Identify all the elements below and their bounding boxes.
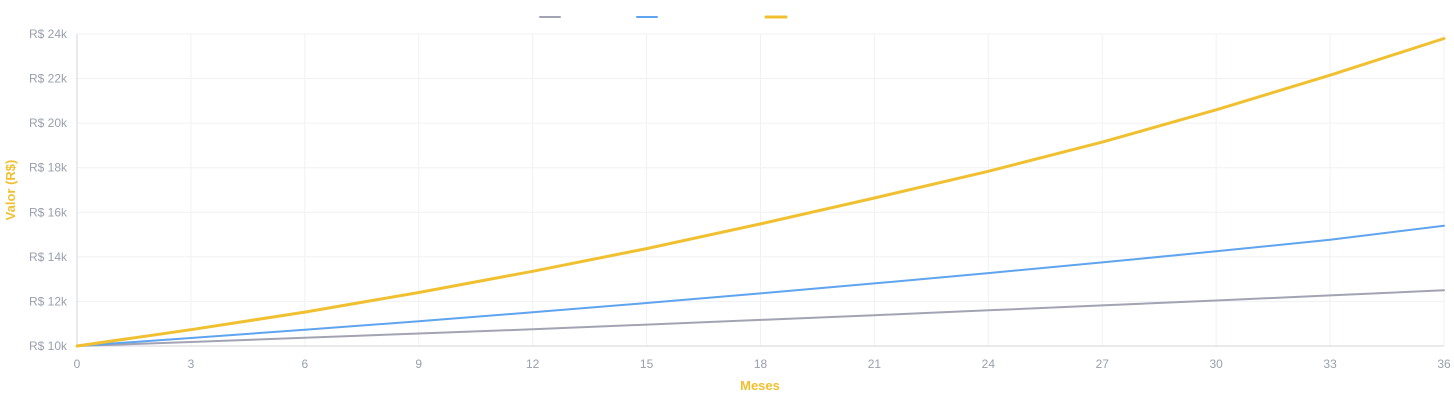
- series-line-1: [76, 289, 1445, 347]
- y-tick-label: R$ 14k: [29, 250, 68, 264]
- y-tick-label: R$ 18k: [29, 161, 68, 175]
- y-tick-label: R$ 20k: [29, 116, 68, 130]
- x-tick-label: 9: [415, 357, 422, 371]
- x-tick-labels: 0 3 6 9 12 15 18 21 24 27 30 33 36: [74, 357, 1451, 371]
- x-tick-label: 33: [1323, 357, 1337, 371]
- x-tick-label: 3: [188, 357, 195, 371]
- x-tick-label: 24: [982, 357, 996, 371]
- series-line-2: [76, 224, 1445, 347]
- x-tick-label: 30: [1209, 357, 1223, 371]
- x-tick-label: 18: [754, 357, 768, 371]
- series-lines: [75, 37, 1446, 348]
- x-tick-label: 15: [640, 357, 654, 371]
- y-axis-title: Valor (R$): [3, 160, 18, 221]
- x-tick-label: 0: [74, 357, 81, 371]
- x-tick-label: 36: [1437, 357, 1451, 371]
- y-tick-label: R$ 24k: [29, 27, 68, 41]
- x-tick-label: 12: [526, 357, 540, 371]
- axes: [76, 34, 1444, 347]
- y-tick-label: R$ 10k: [29, 339, 68, 353]
- y-tick-label: R$ 22k: [29, 72, 68, 86]
- x-tick-label: 27: [1096, 357, 1110, 371]
- x-tick-label: 21: [868, 357, 882, 371]
- x-axis-title: Meses: [740, 378, 780, 393]
- x-tick-label: 6: [301, 357, 308, 371]
- y-tick-labels: R$ 10k R$ 12k R$ 14k R$ 16k R$ 18k R$ 20k R$ 2…: [29, 27, 68, 353]
- y-tick-label: R$ 12k: [29, 294, 68, 308]
- y-tick-label: R$ 16k: [29, 205, 68, 219]
- series-line-3: [75, 37, 1446, 348]
